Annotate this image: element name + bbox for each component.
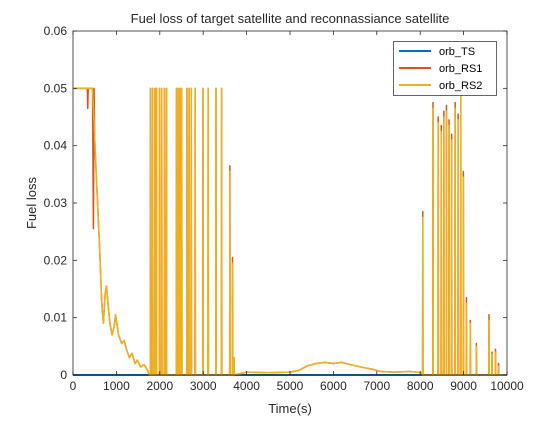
legend: orb_TS orb_RS1 orb_RS2: [393, 41, 497, 96]
x-tick-label: 6000: [320, 379, 347, 393]
x-tick-label: 4000: [233, 379, 260, 393]
legend-label-orb-rs2: orb_RS2: [439, 80, 482, 92]
x-tick-label: 9000: [450, 379, 477, 393]
axes-layer: 0 1000 2000 3000 4000 5000 6000 7000 8000 9000 100…: [44, 24, 524, 393]
y-tick-label: 0.05: [44, 81, 68, 95]
y-tick-label: 0.03: [44, 196, 68, 210]
x-tick-label: 3000: [190, 379, 217, 393]
x-tick-label: 7000: [363, 379, 390, 393]
y-axis-label: Fuel loss: [24, 176, 39, 229]
x-tick-label: 2000: [146, 379, 173, 393]
y-tick-label: 0.06: [44, 24, 68, 38]
legend-label-orb-rs1: orb_RS1: [439, 63, 482, 75]
legend-label-orb-ts: orb_TS: [439, 46, 475, 58]
chart-title: Fuel loss of target satellite and reconn…: [131, 11, 450, 26]
x-axis-label: Time(s): [268, 401, 312, 416]
x-tick-label: 10000: [490, 379, 524, 393]
y-tick-label: 0.01: [44, 311, 68, 325]
x-tick-label: 0: [70, 379, 77, 393]
y-tick-label: 0.02: [44, 253, 68, 267]
x-tick-label: 8000: [407, 379, 434, 393]
x-tick-label: 1000: [103, 379, 130, 393]
y-tick-label: 0.04: [44, 139, 68, 153]
y-tick-label: 0: [60, 368, 67, 382]
x-tick-label: 5000: [277, 379, 304, 393]
